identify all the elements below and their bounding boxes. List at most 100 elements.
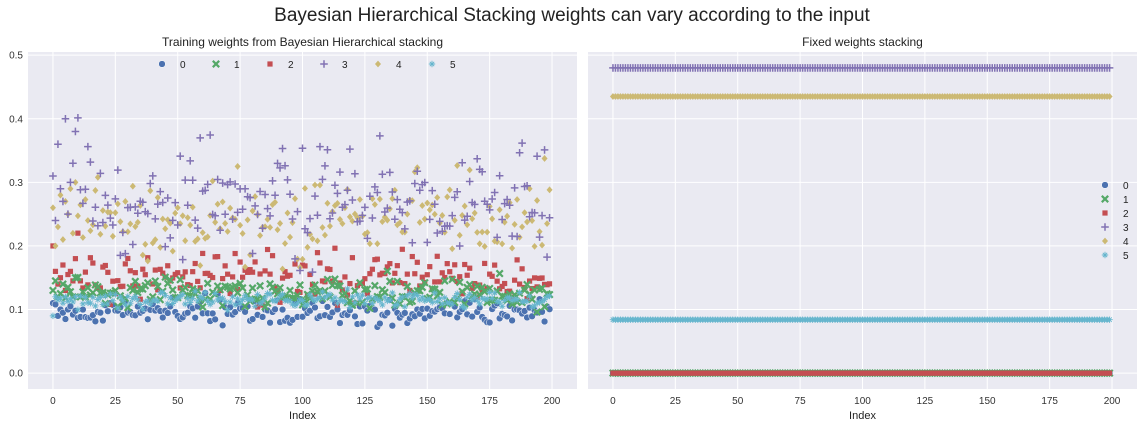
data-point-series-4 <box>154 194 161 201</box>
data-point-series-3 <box>156 187 165 196</box>
data-point-series-5 <box>528 303 536 311</box>
data-point-series-3 <box>430 200 439 209</box>
data-point-series-4 <box>169 247 176 255</box>
data-point-series-5 <box>266 291 274 298</box>
data-point-series-1 <box>73 273 82 282</box>
data-point-series-2 <box>392 270 398 276</box>
data-point-series-5 <box>67 295 74 302</box>
data-point-series-5 <box>231 301 239 309</box>
data-point-series-4 <box>454 162 461 169</box>
legend-label: 3 <box>342 60 348 71</box>
y-tick-label: 0.5 <box>9 51 23 62</box>
x-tick-label: 200 <box>1104 396 1121 407</box>
data-point-series-3 <box>383 204 392 212</box>
data-point-series-4 <box>381 213 388 221</box>
data-point-series-4 <box>536 228 543 235</box>
data-point-series-2 <box>82 269 88 275</box>
data-point-series-3 <box>391 215 399 224</box>
data-point-series-3 <box>151 215 160 223</box>
data-point-series-3 <box>196 134 204 142</box>
data-point-series-3 <box>331 181 339 190</box>
data-point-series-4 <box>369 195 376 203</box>
legend-label: 0 <box>1123 181 1129 192</box>
data-point-series-0 <box>401 309 409 317</box>
data-point-series-4 <box>137 202 144 209</box>
data-point-series-3 <box>393 195 402 204</box>
data-point-series-3 <box>533 152 541 160</box>
data-point-series-4 <box>54 223 61 231</box>
data-point-series-4 <box>52 242 59 250</box>
data-point-series-5 <box>508 297 516 304</box>
data-point-series-4 <box>444 193 451 201</box>
data-point-series-0 <box>271 305 279 313</box>
data-point-series-2 <box>414 259 420 265</box>
data-point-series-0 <box>159 313 167 322</box>
data-point-series-5 <box>219 294 226 302</box>
data-point-series-4 <box>49 204 56 212</box>
data-point-series-0 <box>508 316 516 325</box>
data-point-series-3 <box>86 158 95 166</box>
data-point-series-3 <box>74 114 82 122</box>
data-point-series-3 <box>455 242 464 250</box>
data-point-series-0 <box>383 309 391 317</box>
data-point-series-5 <box>396 296 404 303</box>
data-point-series-4 <box>516 233 523 241</box>
data-point-series-2 <box>437 279 443 285</box>
data-point-series-5 <box>291 302 299 309</box>
data-point-series-4 <box>519 223 526 231</box>
data-point-series-5 <box>543 293 551 300</box>
data-point-series-2 <box>102 262 108 269</box>
data-point-series-3 <box>415 186 424 195</box>
data-point-series-5 <box>241 292 249 299</box>
data-point-series-5 <box>132 293 139 300</box>
data-point-series-3 <box>308 268 317 276</box>
data-point-series-5 <box>451 294 458 301</box>
data-point-series-5 <box>196 293 204 300</box>
x-tick-label: 125 <box>917 396 934 407</box>
data-point-series-5 <box>112 291 119 298</box>
data-point-series-0 <box>520 307 529 315</box>
data-point-series-4 <box>77 201 84 209</box>
data-point-series-5 <box>124 293 132 300</box>
data-point-series-3 <box>498 215 506 224</box>
data-point-series-4 <box>264 215 271 223</box>
data-point-series-4 <box>234 163 241 170</box>
data-point-series-5 <box>179 291 186 298</box>
data-point-series-5 <box>481 296 488 303</box>
data-point-series-4 <box>167 219 174 227</box>
data-point-series-5 <box>139 305 146 313</box>
data-point-series-2 <box>432 279 438 285</box>
data-point-series-3 <box>94 221 102 230</box>
data-point-series-5 <box>488 295 496 302</box>
data-point-series-5 <box>264 290 271 297</box>
data-point-series-2 <box>277 299 283 305</box>
data-point-series-1 <box>310 280 319 289</box>
data-point-series-3 <box>503 195 511 204</box>
data-point-series-4 <box>227 204 234 212</box>
data-point-series-5 <box>319 288 326 296</box>
data-point-series-3 <box>241 184 249 193</box>
data-point-series-5 <box>271 297 279 305</box>
data-point-series-4 <box>162 225 169 233</box>
data-point-series-5 <box>142 298 149 306</box>
data-point-series-5 <box>72 293 79 301</box>
data-point-series-2 <box>240 274 246 280</box>
data-point-series-5 <box>471 294 478 301</box>
data-point-series-5 <box>259 298 266 305</box>
data-point-series-2 <box>137 296 143 302</box>
data-point-series-4 <box>174 204 181 212</box>
data-point-series-0 <box>446 310 454 318</box>
data-point-series-5 <box>468 296 476 304</box>
data-point-series-5 <box>77 293 84 300</box>
data-point-series-2 <box>52 268 59 274</box>
data-point-series-4 <box>546 186 553 194</box>
data-point-series-1 <box>533 308 542 316</box>
data-point-series-4 <box>469 215 476 223</box>
data-point-series-4 <box>334 200 341 207</box>
data-point-series-2 <box>230 274 236 280</box>
data-point-series-4 <box>139 251 146 259</box>
x-tick-label: 200 <box>544 396 561 407</box>
data-point-series-3 <box>336 168 344 176</box>
data-point-series-3 <box>106 214 115 222</box>
